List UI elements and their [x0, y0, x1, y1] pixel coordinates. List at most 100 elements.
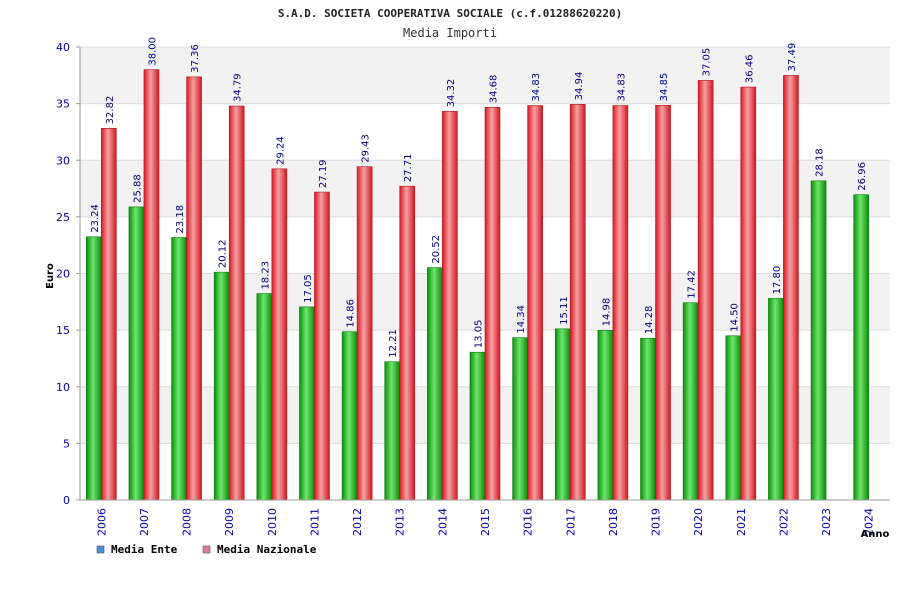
y-tick-label: 40: [56, 41, 70, 54]
bar-media-ente: [810, 180, 827, 501]
data-label: 34.32: [446, 79, 457, 108]
bar-media-nazionale: [314, 191, 330, 501]
bar-media-nazionale: [356, 166, 373, 501]
x-tick-label: 2007: [138, 508, 151, 536]
data-label: 34.79: [233, 73, 244, 102]
x-tick-label: 2014: [436, 508, 449, 536]
data-label: 14.86: [346, 299, 357, 328]
data-label: 34.83: [616, 73, 627, 102]
chart-title: S.A.D. SOCIETA COOPERATIVA SOCIALE (c.f.…: [278, 7, 622, 20]
x-tick-label: 2016: [522, 508, 535, 536]
data-label: 25.88: [132, 174, 143, 203]
data-label: 23.18: [175, 205, 186, 234]
y-tick-label: 20: [56, 268, 70, 281]
data-label: 20.52: [431, 235, 442, 264]
data-label: 17.80: [772, 266, 783, 295]
bar-media-ente: [256, 293, 273, 501]
data-label: 12.21: [388, 329, 399, 358]
bar-media-ente: [640, 337, 656, 501]
data-label: 13.05: [474, 320, 485, 349]
bar-media-ente: [853, 194, 869, 501]
y-tick-label: 15: [56, 324, 70, 337]
legend: Media Ente Media Nazionale: [96, 543, 317, 556]
bar-media-nazionale: [783, 75, 799, 501]
x-tick-label: 2009: [223, 508, 236, 536]
bar-media-ente: [128, 206, 145, 501]
data-label: 14.50: [729, 303, 740, 332]
bar-media-nazionale: [569, 104, 586, 501]
bar-media-nazionale: [399, 185, 416, 501]
x-axis-label: Anno: [861, 529, 890, 540]
data-label: 26.96: [857, 162, 868, 191]
axes: [79, 47, 890, 501]
y-tick-label: 25: [56, 211, 70, 224]
y-tick-label: 10: [56, 381, 70, 394]
bar-media-nazionale: [101, 128, 117, 501]
bar-media-nazionale: [655, 105, 671, 501]
bar-media-ente: [725, 335, 742, 501]
x-tick-label: 2018: [607, 508, 620, 536]
bar-media-ente: [512, 337, 528, 501]
bar-media-nazionale: [612, 105, 629, 501]
x-tick-label: 2020: [692, 508, 705, 536]
data-label: 32.82: [105, 96, 116, 125]
data-label: 23.24: [90, 204, 101, 233]
x-tick-label: 2010: [266, 508, 279, 536]
x-tick-label: 2022: [777, 508, 790, 536]
data-label: 34.68: [489, 75, 500, 104]
y-tick-label: 30: [56, 154, 70, 167]
data-label: 14.28: [644, 306, 655, 335]
bar-media-ente: [86, 236, 102, 501]
x-tick-label: 2013: [394, 508, 407, 536]
y-tick-label: 35: [56, 98, 70, 111]
bar-media-nazionale: [527, 105, 543, 501]
bar-media-ente: [299, 306, 315, 501]
legend-swatch: [96, 545, 105, 554]
data-label: 36.46: [744, 54, 755, 83]
x-axis-ticks: 2006 2007 2008 2009 2010 2011 2012 2013 2014 2015…: [95, 508, 875, 536]
y-axis-label: Euro: [45, 263, 56, 289]
data-label: 29.24: [275, 136, 286, 165]
bar-media-ente: [554, 328, 571, 501]
bar-media-ente: [427, 267, 443, 501]
data-label: 38.00: [147, 37, 158, 66]
bar-media-nazionale: [697, 80, 714, 501]
data-label: 27.19: [318, 159, 329, 188]
data-label: 14.98: [601, 298, 612, 327]
data-label: 18.23: [260, 261, 271, 290]
data-label: 28.18: [815, 148, 826, 177]
bar-media-ente: [171, 237, 187, 501]
legend-label: Media Nazionale: [217, 543, 317, 556]
bar-media-ente: [213, 271, 230, 501]
bar-media-ente: [384, 361, 401, 501]
data-label: 37.05: [702, 48, 713, 77]
y-tick-label: 0: [63, 494, 70, 507]
bar-media-nazionale: [442, 111, 458, 501]
y-tick-label: 5: [63, 437, 70, 450]
data-label: 17.42: [687, 270, 698, 299]
bar-media-nazionale: [228, 105, 245, 501]
bar-media-nazionale: [740, 86, 757, 501]
data-label: 17.05: [303, 274, 314, 303]
x-tick-label: 2008: [181, 508, 194, 536]
x-tick-label: 2012: [351, 508, 364, 536]
x-tick-label: 2017: [564, 508, 577, 536]
x-tick-label: 2011: [308, 508, 321, 536]
bar-media-nazionale: [186, 76, 202, 501]
data-label: 37.36: [190, 44, 201, 73]
data-label: 27.71: [403, 154, 414, 183]
data-label: 15.11: [559, 296, 570, 325]
bar-media-ente: [469, 351, 486, 501]
bar-media-nazionale: [143, 69, 160, 501]
x-tick-label: 2024: [863, 508, 876, 536]
legend-swatch: [202, 545, 211, 554]
data-label: 20.12: [218, 240, 229, 269]
bar-media-ente: [768, 298, 784, 501]
data-label: 14.34: [516, 305, 527, 334]
bar-media-nazionale: [271, 168, 288, 501]
data-label: 34.83: [531, 73, 542, 102]
chart-subtitle: Media Importi: [403, 26, 497, 40]
bar-media-ente: [597, 330, 614, 501]
data-label: 34.94: [574, 72, 585, 101]
